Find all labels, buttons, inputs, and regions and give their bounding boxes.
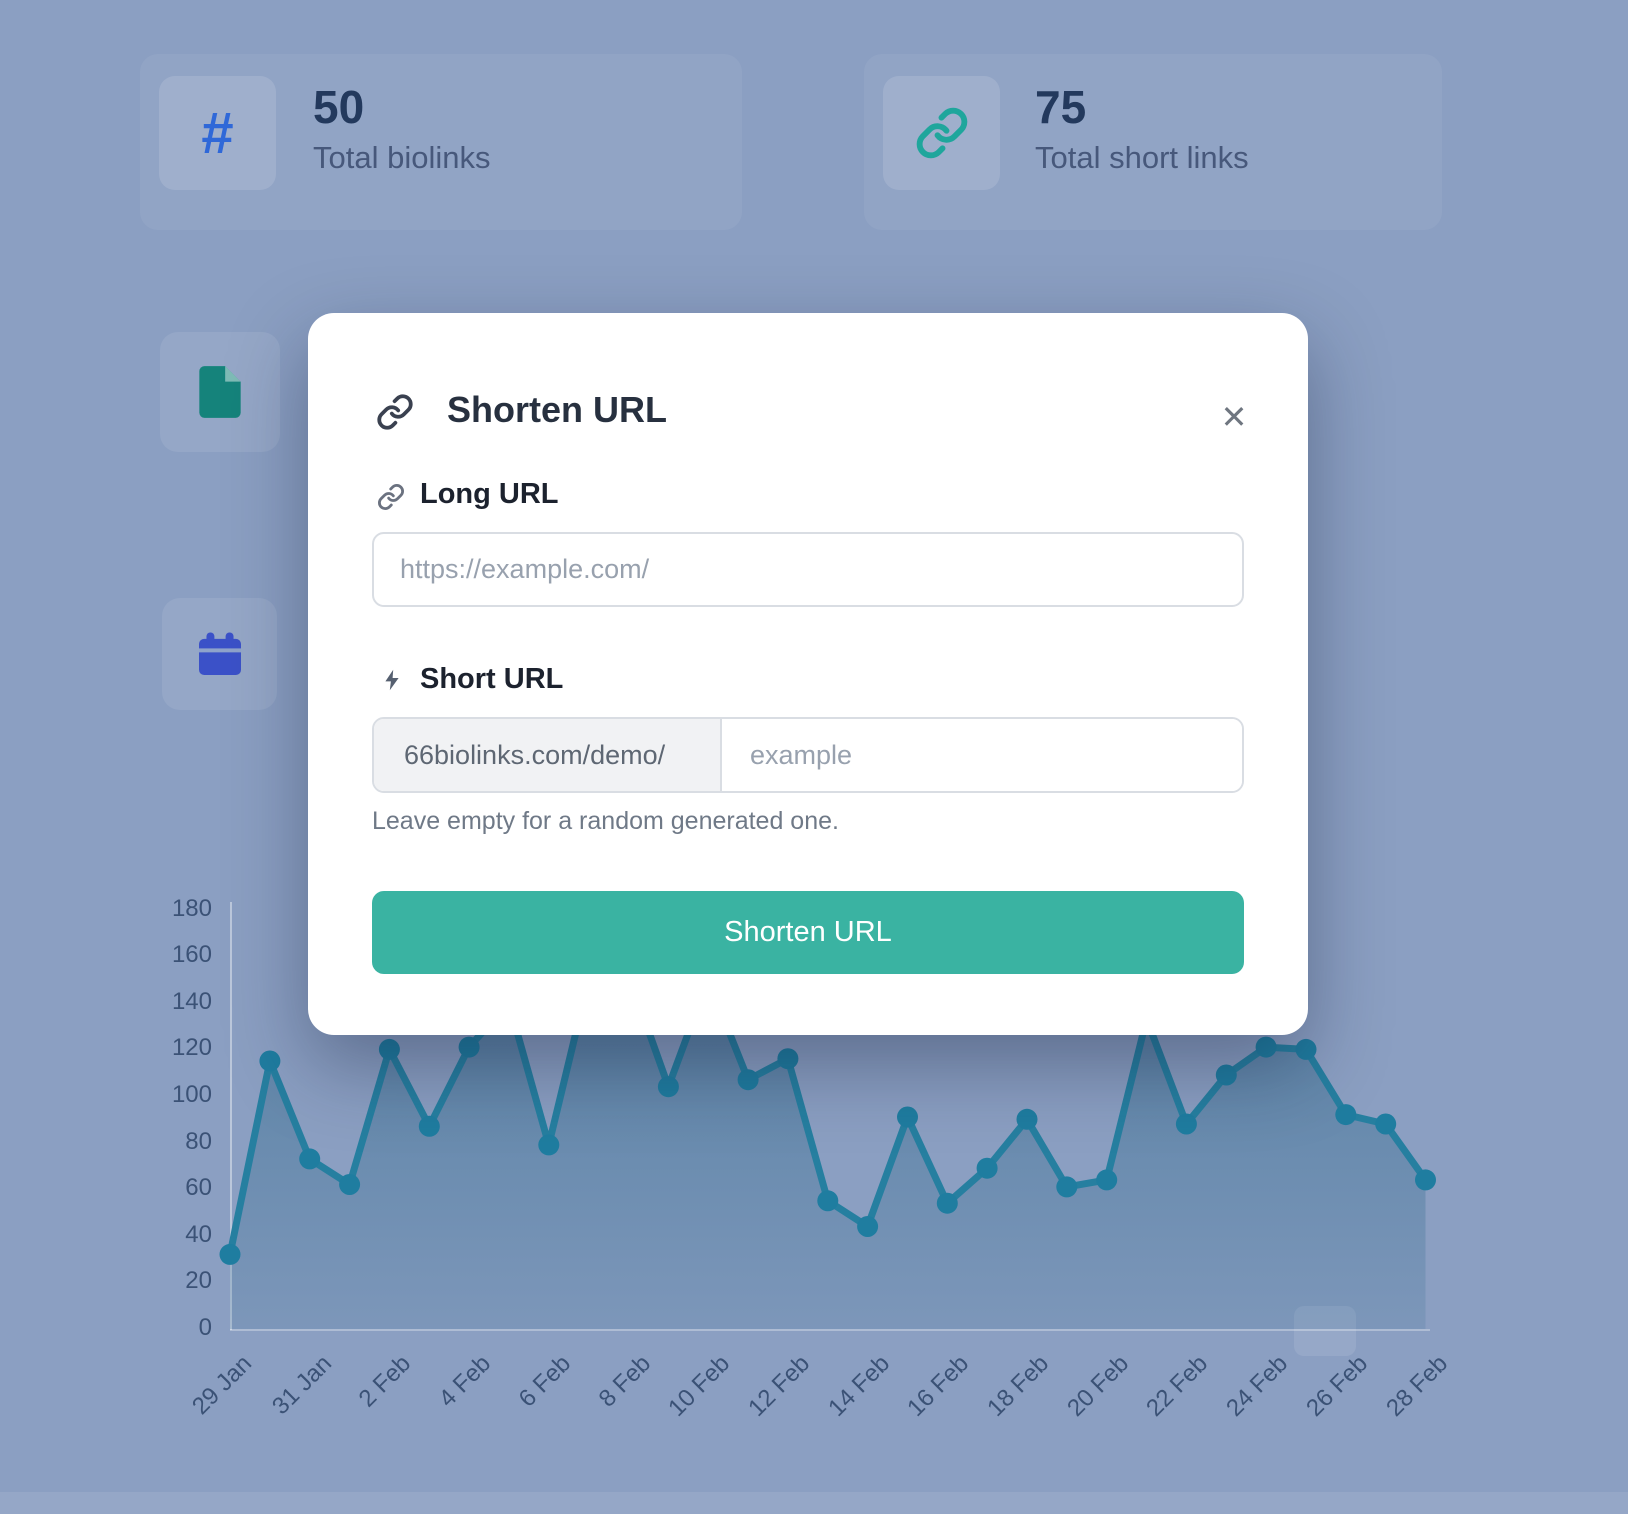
x-axis-label: 2 Feb: [353, 1350, 417, 1413]
stat-value-biolinks: 50: [313, 81, 365, 133]
x-axis-label: 29 Jan: [187, 1350, 258, 1421]
data-point: [737, 1069, 759, 1091]
chart-y-axis: [230, 902, 232, 1330]
link-icon: [915, 106, 969, 160]
stat-tile-shortlinks: [883, 76, 1000, 190]
data-point: [339, 1174, 361, 1195]
data-point: [538, 1134, 560, 1156]
bolt-icon: [380, 665, 404, 693]
close-button[interactable]: ✕: [1212, 395, 1256, 439]
x-axis-label: 18 Feb: [982, 1350, 1055, 1422]
modal-title: Shorten URL: [447, 389, 667, 430]
x-axis-label: 12 Feb: [743, 1350, 815, 1422]
data-point: [777, 1048, 799, 1070]
data-point: [1375, 1113, 1397, 1135]
data-point: [1016, 1108, 1038, 1130]
x-axis-label: 31 Jan: [266, 1350, 337, 1421]
stat-card-biolinks: [140, 54, 742, 230]
short-url-prefix: 66biolinks.com/demo/: [374, 719, 722, 791]
x-axis-label: 22 Feb: [1141, 1350, 1214, 1422]
calendar-icon: [192, 626, 248, 682]
y-axis-label: 0: [198, 1314, 212, 1341]
short-url-label: Short URL: [420, 663, 564, 695]
data-point: [259, 1050, 281, 1072]
x-axis-label: 16 Feb: [902, 1350, 975, 1422]
data-point: [1295, 1038, 1317, 1060]
page-bottom-strip: [0, 1492, 1628, 1514]
data-point: [897, 1106, 918, 1128]
data-point: [936, 1192, 958, 1214]
calendar-icon-tile: [162, 598, 277, 710]
data-point: [976, 1157, 998, 1179]
stat-value-shortlinks: 75: [1035, 81, 1087, 133]
long-url-input[interactable]: [372, 532, 1244, 607]
file-icon: [189, 361, 251, 423]
data-point: [657, 1076, 679, 1098]
x-axis-label: 28 Feb: [1380, 1350, 1453, 1422]
data-point: [817, 1190, 839, 1212]
x-axis-label: 20 Feb: [1061, 1350, 1134, 1422]
x-axis-label: 14 Feb: [822, 1350, 895, 1422]
link-icon: [377, 483, 405, 511]
data-point: [378, 1038, 400, 1060]
x-axis-label: 10 Feb: [663, 1350, 736, 1422]
data-point: [1056, 1176, 1078, 1198]
stat-card-shortlinks: [864, 54, 1442, 230]
hash-icon: #: [201, 100, 234, 166]
shorten-url-modal: Shorten URL ✕ Long URL Short URL 66bioli…: [308, 313, 1308, 1035]
short-url-input-group: 66biolinks.com/demo/: [372, 717, 1244, 793]
scroll-top-button: [1294, 1306, 1356, 1356]
short-url-helper-text: Leave empty for a random generated one.: [372, 807, 839, 835]
shorten-url-button[interactable]: Shorten URL: [372, 891, 1244, 974]
y-axis-label: 80: [185, 1127, 212, 1155]
data-point: [458, 1036, 480, 1058]
x-axis-label: 4 Feb: [433, 1350, 497, 1413]
data-point: [299, 1148, 321, 1170]
x-axis-label: 8 Feb: [593, 1350, 656, 1413]
data-point: [1175, 1113, 1197, 1135]
link-icon: [376, 393, 414, 431]
stat-label-biolinks: Total biolinks: [313, 140, 491, 175]
y-axis-label: 60: [185, 1174, 212, 1202]
stat-tile-biolinks: #: [159, 76, 276, 190]
long-url-label: Long URL: [420, 478, 559, 510]
x-axis-label: 6 Feb: [513, 1350, 576, 1413]
y-axis-label: 140: [171, 987, 212, 1015]
chart-x-axis: [230, 1329, 1430, 1331]
y-axis-label: 100: [171, 1081, 212, 1108]
x-axis-label: 26 Feb: [1300, 1350, 1373, 1422]
file-icon-tile: [160, 332, 280, 452]
short-url-input[interactable]: [722, 719, 1242, 791]
data-point: [857, 1216, 879, 1237]
data-point: [1215, 1064, 1237, 1086]
y-axis-label: 160: [171, 941, 212, 969]
y-axis-label: 20: [185, 1267, 212, 1295]
y-axis-label: 120: [171, 1034, 212, 1062]
y-axis-label: 40: [185, 1220, 212, 1248]
data-point: [1096, 1169, 1118, 1191]
data-point: [418, 1115, 440, 1137]
y-axis-label: 180: [171, 894, 212, 922]
x-axis-label: 24 Feb: [1221, 1350, 1294, 1422]
data-point: [1335, 1104, 1357, 1126]
data-point: [1415, 1169, 1436, 1191]
stat-label-shortlinks: Total short links: [1035, 140, 1249, 175]
data-point: [1255, 1036, 1277, 1058]
